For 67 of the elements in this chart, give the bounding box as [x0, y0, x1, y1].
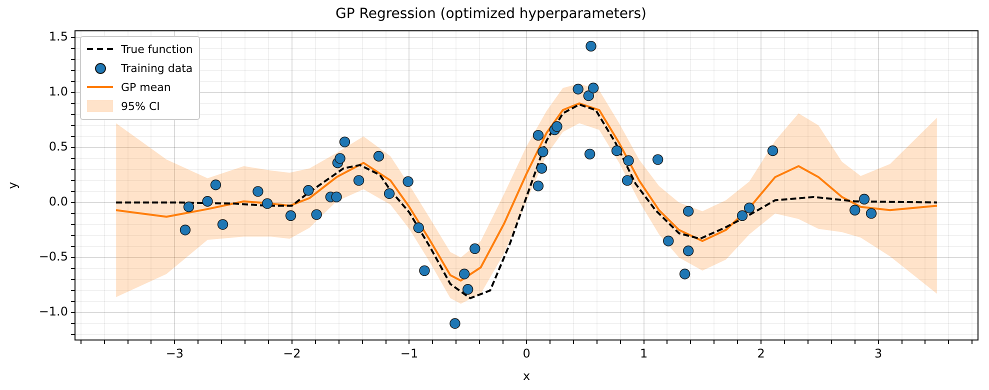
point: [462, 284, 474, 295]
y-tick-label: 0.0: [48, 194, 68, 209]
point: [262, 198, 273, 209]
chart-title: GP Regression (optimized hyperparameters): [336, 6, 646, 22]
y-tick-label: 0.5: [48, 140, 68, 154]
point: [285, 210, 296, 222]
point: [183, 202, 194, 212]
point: [623, 155, 634, 166]
legend-label: True function: [121, 42, 193, 56]
point: [202, 196, 213, 207]
point: [611, 145, 622, 156]
point: [180, 224, 191, 236]
point: [858, 194, 870, 205]
point: [217, 219, 228, 230]
point: [311, 209, 322, 220]
point: [373, 150, 384, 162]
y-tick-label: 1.5: [48, 30, 68, 44]
point: [682, 246, 694, 256]
y-tick-label: −0.5: [38, 250, 68, 264]
point: [538, 146, 548, 158]
point: [663, 236, 674, 246]
x-tick-label: 2: [757, 346, 765, 360]
point: [402, 176, 414, 187]
point: [622, 175, 633, 186]
point: [767, 145, 778, 156]
point: [679, 268, 690, 280]
point: [536, 162, 548, 174]
x-tick-label: 1: [640, 346, 648, 360]
point: [413, 222, 424, 234]
point: [744, 202, 755, 214]
point: [458, 268, 470, 280]
y-tick-label: 1.0: [48, 84, 68, 99]
x-tick-label: 0: [522, 346, 530, 360]
point: [210, 180, 222, 190]
point: [572, 84, 584, 94]
point: [552, 121, 562, 132]
point: [532, 180, 544, 192]
point: [682, 206, 694, 217]
x-tick-label: −2: [283, 346, 301, 360]
point: [334, 153, 346, 164]
legend-label: Training data: [121, 62, 193, 75]
point: [470, 243, 480, 254]
x-tick-label: −3: [166, 346, 184, 360]
point: [850, 204, 860, 216]
x-axis-title: x: [522, 368, 530, 383]
x-tick-label: 3: [874, 346, 882, 360]
point: [450, 318, 460, 329]
y-axis-title: y: [5, 182, 20, 189]
point: [303, 185, 314, 196]
point: [252, 186, 264, 197]
annotation: 95% CI: [121, 100, 160, 113]
point: [736, 210, 748, 222]
point: [866, 208, 877, 219]
point: [588, 82, 599, 94]
point: [384, 188, 395, 200]
point: [353, 175, 364, 186]
point: [583, 90, 594, 102]
point: [532, 130, 544, 141]
legend-label: GP mean: [121, 80, 171, 94]
point: [586, 40, 596, 52]
point: [584, 148, 596, 160]
point: [652, 154, 664, 165]
y-tick-label: −1.0: [38, 304, 68, 319]
point: [331, 192, 342, 202]
point: [419, 265, 430, 276]
x-tick-label: −1: [400, 346, 418, 360]
point: [339, 136, 350, 148]
